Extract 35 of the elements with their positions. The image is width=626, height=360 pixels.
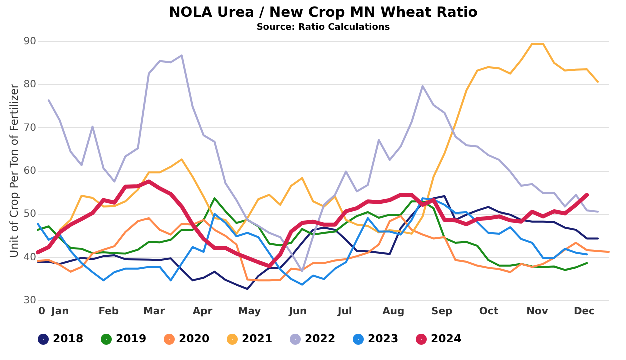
legend-label: 2021	[242, 332, 273, 346]
legend-label: 2024	[431, 332, 462, 346]
y-tick-label: 50	[24, 209, 36, 220]
legend-label: 2022	[305, 332, 336, 346]
legend-label: 2020	[179, 332, 210, 346]
x-tick-label: Jan	[50, 306, 70, 318]
x-tick-label: Mar	[143, 306, 166, 318]
x-tick-label: Apr	[192, 306, 213, 318]
line-series	[58, 43, 600, 235]
legend-label: 2018	[53, 332, 84, 346]
x-tick-label: 0	[38, 306, 46, 318]
line-series	[48, 54, 600, 273]
x-tick-label: May	[238, 306, 262, 318]
y-tick-label: 90	[24, 36, 36, 48]
y-axis-title: Unit of Crop Per Ton of Fertilizer	[8, 84, 21, 258]
x-tick-label: Sep	[432, 306, 453, 318]
x-tick-label: Jul	[336, 306, 352, 318]
y-tick-label: 60	[24, 166, 36, 177]
line-series	[37, 198, 588, 272]
y-tick-label: 80	[24, 80, 36, 91]
x-tick-label: Oct	[479, 306, 499, 318]
x-tick-label: Dec	[574, 306, 596, 318]
x-tick-label: Aug	[382, 306, 405, 318]
chart-title: NOLA Urea / New Crop MN Wheat Ratio	[169, 5, 478, 21]
y-tick-label: 70	[24, 122, 36, 134]
legend-label: 2023	[368, 332, 399, 346]
line-series	[37, 215, 610, 282]
line-series	[36, 180, 590, 268]
y-tick-label: 40	[24, 252, 36, 264]
x-tick-label: Jun	[288, 306, 308, 318]
y-tick-label: 30	[24, 296, 36, 306]
x-tick-label: Nov	[526, 306, 549, 318]
chart-subtitle: Source: Ratio Calculations	[256, 23, 390, 33]
legend-label: 2019	[116, 332, 147, 346]
x-tick-label: Feb	[98, 306, 120, 318]
